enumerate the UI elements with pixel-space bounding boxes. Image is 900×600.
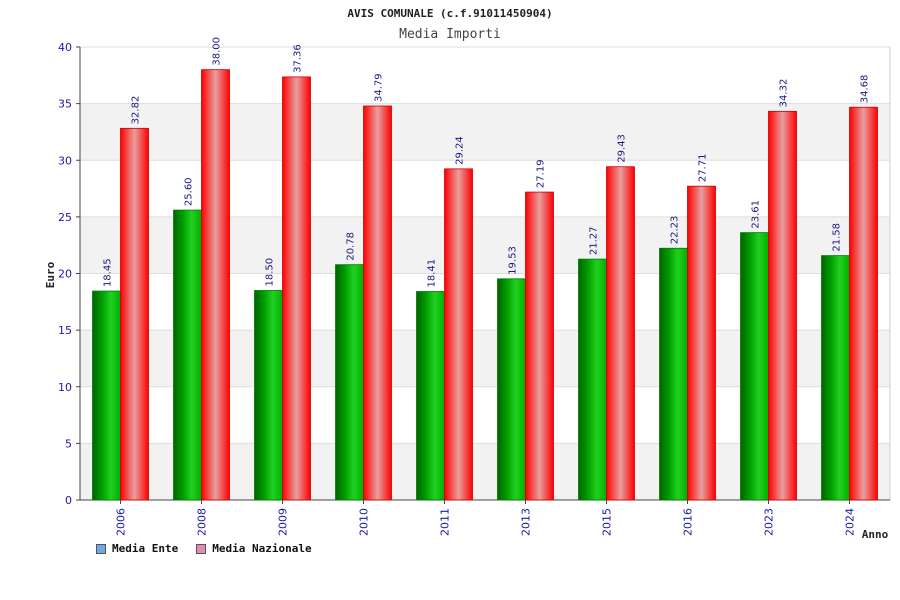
bar (768, 110, 797, 501)
bar (687, 185, 716, 501)
x-tick-label: 2009 (277, 508, 290, 536)
y-tick-label: 0 (65, 494, 72, 507)
x-tick-label: 2015 (601, 508, 614, 536)
data-label: 37.36 (293, 44, 304, 73)
y-tick-label: 10 (58, 381, 72, 394)
x-tick-label: 2011 (439, 508, 452, 536)
y-tick-label: 40 (58, 41, 72, 54)
x-tick-label: 2016 (682, 508, 695, 536)
bar (821, 255, 850, 501)
bar (363, 105, 392, 501)
bar (254, 290, 283, 501)
data-label: 22.23 (670, 216, 681, 245)
data-label: 27.71 (698, 154, 709, 183)
bar (606, 166, 635, 501)
x-tick-label: 2024 (844, 508, 857, 536)
x-axis-title: Anno (862, 528, 889, 541)
data-label: 23.61 (751, 200, 762, 229)
bar (416, 291, 445, 501)
y-tick-label: 15 (58, 324, 72, 337)
data-label: 19.53 (508, 246, 519, 275)
bar (201, 69, 230, 501)
x-tick-label: 2013 (520, 508, 533, 536)
legend-item-ente: Media Ente (96, 542, 178, 555)
bars (92, 69, 878, 501)
chart-subtitle: Media Importi (399, 27, 501, 42)
legend-label-nazionale: Media Nazionale (212, 542, 312, 555)
data-label: 34.68 (860, 75, 871, 104)
data-label: 34.32 (779, 79, 790, 108)
y-tick-label: 30 (58, 154, 72, 167)
legend-label-ente: Media Ente (112, 542, 179, 555)
data-label: 21.58 (832, 223, 843, 252)
legend-item-nazionale: Media Nazionale (196, 542, 312, 555)
x-tick-label: 2006 (115, 508, 128, 536)
bar (578, 258, 607, 501)
data-label: 27.19 (536, 159, 547, 188)
bar (740, 232, 769, 501)
bar (120, 127, 149, 501)
bar (659, 247, 688, 501)
data-label: 29.24 (455, 136, 466, 165)
chart-title: AVIS COMUNALE (c.f.91011450904) (347, 7, 552, 20)
x-axis-ticks: 2006 2008 2009 2010 2011 2013 2015 2016 2023 2024 (115, 500, 857, 536)
y-tick-label: 5 (65, 437, 72, 450)
x-tick-label: 2023 (763, 508, 776, 536)
data-label: 25.60 (184, 177, 195, 206)
data-label: 34.79 (374, 73, 385, 102)
bar (497, 278, 526, 501)
data-label: 18.41 (427, 259, 438, 288)
bar (849, 106, 878, 501)
legend-swatch-ente (96, 543, 106, 554)
data-label: 21.27 (589, 226, 600, 255)
data-labels: 18.45 32.82 25.60 38.00 18.50 37.36 20.78 34.79… (103, 37, 871, 287)
x-tick-label: 2010 (358, 508, 371, 536)
bar (525, 191, 554, 501)
y-axis-title: Euro (44, 261, 57, 288)
bar (282, 76, 311, 501)
data-label: 20.78 (346, 232, 357, 261)
bar (444, 168, 473, 501)
data-label: 18.50 (265, 258, 276, 287)
data-label: 29.43 (617, 134, 628, 163)
legend: Media Ente Media Nazionale (96, 542, 312, 555)
data-label: 18.45 (103, 258, 114, 287)
bar (335, 264, 364, 501)
y-tick-label: 25 (58, 211, 72, 224)
legend-swatch-nazionale (196, 543, 207, 554)
data-label: 38.00 (212, 37, 223, 66)
bar (173, 209, 202, 501)
bar (92, 290, 121, 501)
x-tick-label: 2008 (196, 508, 209, 536)
data-label: 32.82 (131, 96, 142, 125)
y-tick-label: 35 (58, 98, 72, 111)
y-tick-label: 20 (58, 268, 72, 281)
